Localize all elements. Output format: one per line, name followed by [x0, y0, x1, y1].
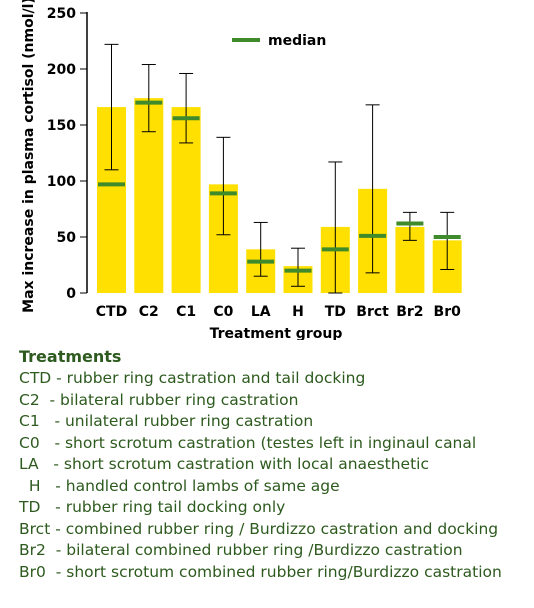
bar-chart: CTD C2 C1 C0 LA H TD Brct Br2 Br0050100150200250 …	[21, 0, 462, 340]
treatment-item: C1 - unilateral rubber ring castration	[19, 412, 314, 430]
y-tick-label: 250	[47, 6, 76, 22]
y-tick-label: 100	[47, 174, 76, 190]
treatments-heading: Treatments	[19, 347, 122, 366]
category-label: C2	[139, 304, 159, 320]
y-tick-label: 150	[47, 118, 76, 134]
legend: median	[232, 33, 326, 49]
treatment-item: Br2 - bilateral combined rubber ring /Bu…	[19, 541, 463, 559]
category-label: LA	[251, 304, 271, 320]
treatment-item: TD - rubber ring tail docking only	[19, 498, 286, 516]
category-label: CTD	[96, 304, 127, 320]
category-label: H	[292, 304, 304, 320]
axes-layer: CTD C2 C1 C0 LA H TD Brct Br2 Br0 0 50 100 150 200 250	[47, 6, 461, 320]
treatment-item: H - handled control lambs of same age	[19, 476, 340, 495]
treatment-item: LA - short scrotum castration with local…	[19, 455, 429, 473]
category-label: C1	[176, 304, 196, 320]
legend-median-label: median	[268, 33, 326, 49]
bars-layer	[97, 43, 462, 294]
treatment-item: C0 - short scrotum castration (testes le…	[19, 433, 477, 452]
treatment-item: Brct - combined rubber ring / Burdizzo c…	[19, 519, 499, 538]
category-label: Br0	[434, 304, 462, 320]
y-tick-label: 200	[47, 62, 76, 78]
treatments-legend: Treatments CTD - rubber ring castration …	[19, 346, 529, 583]
category-label: Br2	[396, 304, 423, 320]
y-tick-label: 0	[66, 286, 76, 302]
x-axis-title: Treatment group	[210, 326, 343, 340]
treatment-item: Br0 - short scrotum combined rubber ring…	[19, 562, 502, 581]
category-label: C0	[213, 304, 233, 320]
treatment-item: CTD - rubber ring castration and tail do…	[19, 369, 366, 387]
category-label: Brct	[356, 304, 389, 320]
y-tick-label: 50	[57, 230, 77, 246]
category-label: TD	[325, 304, 346, 320]
treatment-item: C2 - bilateral rubber ring castration	[19, 390, 299, 409]
y-axis-title: Max increase in plasma cortisol (nmol/l)	[21, 0, 37, 313]
